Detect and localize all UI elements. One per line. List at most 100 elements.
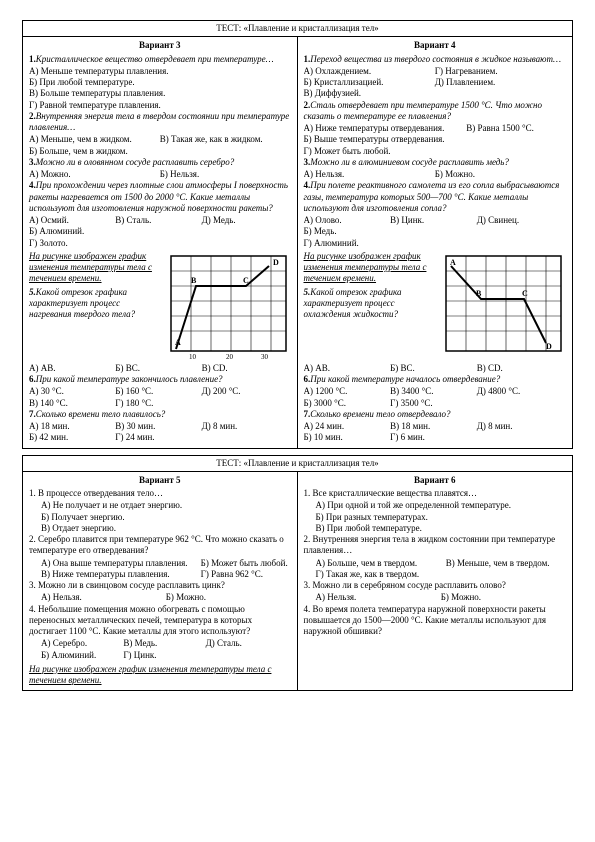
q1: 1. Все кристаллические вещества плавятся… <box>304 488 567 499</box>
q4-d: Б) Алюминий. <box>41 650 123 661</box>
q6-d: Б) 3000 °С. <box>304 398 391 409</box>
q2-b: Б) Может быть любой. <box>201 558 291 569</box>
q4-c: Д) Сталь. <box>206 638 288 649</box>
test-sheet-top: ТЕСТ: «Плавление и кристаллизация тел» В… <box>22 20 573 449</box>
svg-text:C: C <box>522 289 528 298</box>
q4-c: Д) Медь. <box>202 215 288 226</box>
variant-4: Вариант 4 1.Переход вещества из твердого… <box>298 37 573 447</box>
q6-a: А) 30 °С. <box>29 386 115 397</box>
q5-a: А) АВ. <box>29 363 115 374</box>
q1-d: Д) Плавлением. <box>435 77 566 88</box>
q2-d: Г) Может быть любой. <box>304 146 567 157</box>
svg-text:D: D <box>546 342 552 351</box>
q3-b: Б) Можно. <box>435 169 566 180</box>
q7-e: Г) 6 мин. <box>390 432 477 443</box>
q5-c: В) СD. <box>202 363 288 374</box>
q6-a: А) 1200 °С. <box>304 386 391 397</box>
q7-c: Д) 8 мин. <box>477 421 564 432</box>
test-title: ТЕСТ: «Плавление и кристаллизация тел» <box>23 456 572 472</box>
q6-d: В) 140 °С. <box>29 398 115 409</box>
q1-c: В) При любой температуре. <box>316 523 567 534</box>
svg-text:A: A <box>450 258 456 267</box>
q7-b: В) 18 мин. <box>390 421 477 432</box>
q7-e: Г) 24 мин. <box>115 432 201 443</box>
q4: При прохождении через плотные слои атмос… <box>29 180 288 213</box>
q7: Сколько времени тело отвердевало? <box>310 409 450 419</box>
q5: Какой отрезок графика характеризует проц… <box>29 287 135 320</box>
svg-text:10: 10 <box>189 353 197 361</box>
q6-e: Г) 180 °С. <box>115 398 201 409</box>
heating-chart: A B C D 10 20 30 <box>161 251 291 361</box>
q7-a: А) 24 мин. <box>304 421 391 432</box>
q2-a: А) Она выше температуры плавления. <box>41 558 201 569</box>
q1: Переход вещества из твердого состояния в… <box>310 54 561 64</box>
q3: Можно ли в алюминиевом сосуде расплавить… <box>310 157 509 167</box>
q6-b: В) 3400 °С. <box>390 386 477 397</box>
q4-a: А) Серебро. <box>41 638 123 649</box>
q1-a: А) Охлаждением. <box>304 66 435 77</box>
q6-c: Д) 200 °С. <box>202 386 288 397</box>
q1-a: А) Меньше температуры плавления. <box>29 66 291 77</box>
q4-e: Г) Цинк. <box>123 650 205 661</box>
q1-b: Б) При разных температурах. <box>316 512 567 523</box>
q1-b: Б) Получает энергию. <box>41 512 291 523</box>
test-sheet-bottom: ТЕСТ: «Плавление и кристаллизация тел» В… <box>22 455 573 692</box>
q1-a: А) Не получает и не отдает энергию. <box>41 500 291 511</box>
q3: Можно ли в оловянном сосуде расплавить с… <box>36 157 235 167</box>
q2-c: Г) Такая же, как в твердом. <box>316 569 567 580</box>
q4-d: Б) Алюминий. <box>29 226 291 237</box>
q3-b: Б) Можно. <box>166 592 291 603</box>
q2: 2. Серебро плавится при температуре 962 … <box>29 534 291 557</box>
variant-heading: Вариант 3 <box>29 40 291 51</box>
q3: 3. Можно ли в серебряном сосуде расплави… <box>304 580 567 591</box>
variant-heading: Вариант 4 <box>304 40 567 51</box>
q2-a: А) Ниже температуры отвердевания. <box>304 123 467 134</box>
q2-b: В) Такая же, как в жидком. <box>160 134 291 145</box>
q1: Кристаллическое вещество отвердевает при… <box>36 54 274 64</box>
q4-d: Б) Медь. <box>304 226 567 237</box>
q4: При полете реактивного самолета из его с… <box>304 180 560 213</box>
svg-text:B: B <box>191 276 197 285</box>
svg-text:D: D <box>273 258 279 267</box>
q6-b: Б) 160 °С. <box>115 386 201 397</box>
svg-text:A: A <box>175 338 181 347</box>
q7-d: Б) 42 мин. <box>29 432 115 443</box>
q2: Внутренняя энергия тела в твердом состоя… <box>29 111 289 132</box>
q1-d: Г) Равной температуре плавления. <box>29 100 291 111</box>
q1: 1. В процессе отвердевания тело… <box>29 488 291 499</box>
q4-b: В) Сталь. <box>115 215 201 226</box>
q4-a: А) Осмий. <box>29 215 115 226</box>
q4-b: В) Медь. <box>123 638 205 649</box>
graph-intro: На рисунке изображен график изменения те… <box>29 251 155 285</box>
q1-c: Б) Кристаллизацией. <box>304 77 435 88</box>
q3-a: А) Можно. <box>29 169 160 180</box>
q3-a: А) Нельзя. <box>304 169 435 180</box>
q2-d: Г) Равна 962 °С. <box>201 569 291 580</box>
q3-b: Б) Можно. <box>441 592 566 603</box>
q5: Какой отрезок графика характеризует проц… <box>304 287 402 320</box>
q2-a: А) Больше, чем в твердом. <box>316 558 446 569</box>
q4-b: В) Цинк. <box>390 215 477 226</box>
q7-b: В) 30 мин. <box>115 421 201 432</box>
q3-a: А) Нельзя. <box>316 592 441 603</box>
variant-3: Вариант 3 1.Кристаллическое вещество отв… <box>23 37 298 447</box>
q4-a: А) Олово. <box>304 215 391 226</box>
graph-intro: На рисунке изображен график изменения те… <box>304 251 431 285</box>
q6: При какой температуре началось отвердева… <box>310 374 500 384</box>
q3: 3. Можно ли в свинцовом сосуде расплавит… <box>29 580 291 591</box>
q4: 4. Небольшие помещения можно обогревать … <box>29 604 291 638</box>
q4-c: Д) Свинец. <box>477 215 564 226</box>
q6-c: Д) 4800 °С. <box>477 386 564 397</box>
graph-note: На рисунке изображен график изменения те… <box>29 664 291 687</box>
q6: При какой температуре закончилось плавле… <box>36 374 223 384</box>
q1-e: В) Диффузией. <box>304 88 567 99</box>
q4-e: Г) Алюминий. <box>304 238 567 249</box>
q2-b: В) Равна 1500 °С. <box>466 123 566 134</box>
q6-e: Г) 3500 °С. <box>390 398 477 409</box>
variant-heading: Вариант 6 <box>304 475 567 486</box>
q2-c: Б) Выше температуры отвердевания. <box>304 134 567 145</box>
variant-5: Вариант 5 1. В процессе отвердевания тел… <box>23 472 298 691</box>
svg-text:B: B <box>476 289 482 298</box>
q5-b: Б) ВС. <box>390 363 477 374</box>
q1-b: Г) Нагреванием. <box>435 66 566 77</box>
